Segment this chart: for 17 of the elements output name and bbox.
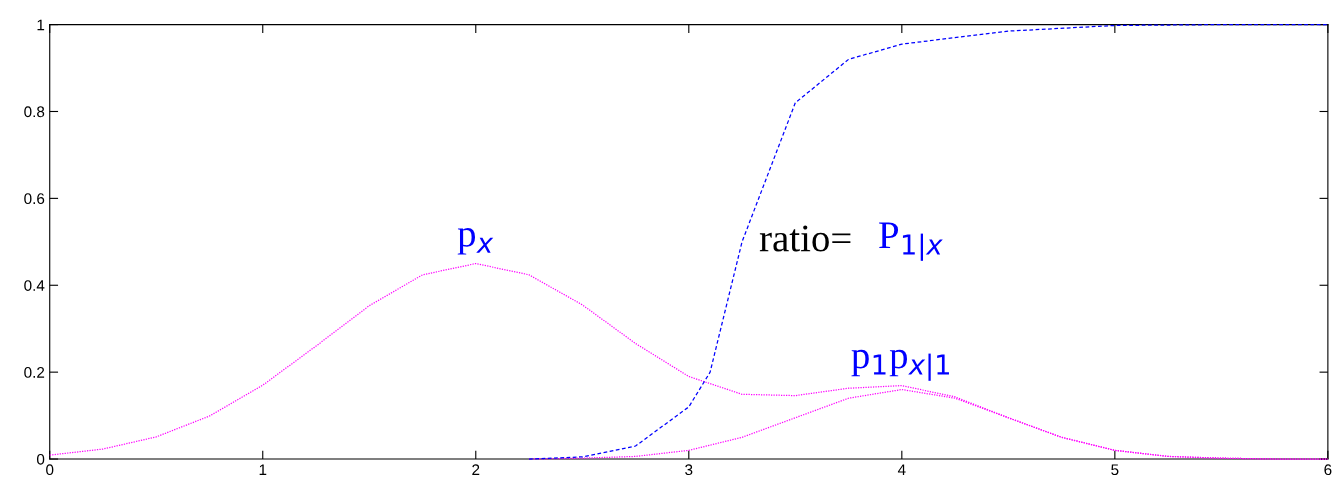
annotation: P$_{1|x}$ [879, 222, 943, 261]
y-tick-label: 0.4 [24, 280, 45, 291]
y-tick-label: 0.2 [24, 367, 45, 378]
x-tick-label: 0 [46, 464, 54, 476]
y-tick-label: 0 [36, 453, 45, 465]
annotation: ratio= [759, 225, 851, 252]
annotation: p$_{1}$p$_{x|1}$ [851, 349, 949, 381]
x-tick-label: 3 [685, 464, 693, 476]
x-tick-label: 2 [472, 464, 480, 475]
annotation: p$_{x}$ [457, 227, 494, 255]
y-tick-label: 0.8 [24, 106, 45, 118]
y-tick-label: 1 [37, 19, 45, 31]
x-tick-label: 4 [897, 464, 906, 475]
x-tick-label: 5 [1111, 464, 1119, 476]
x-tick-label: 6 [1324, 464, 1332, 476]
x-tick-label: 1 [259, 464, 267, 475]
y-tick-label: 0.6 [24, 193, 45, 205]
